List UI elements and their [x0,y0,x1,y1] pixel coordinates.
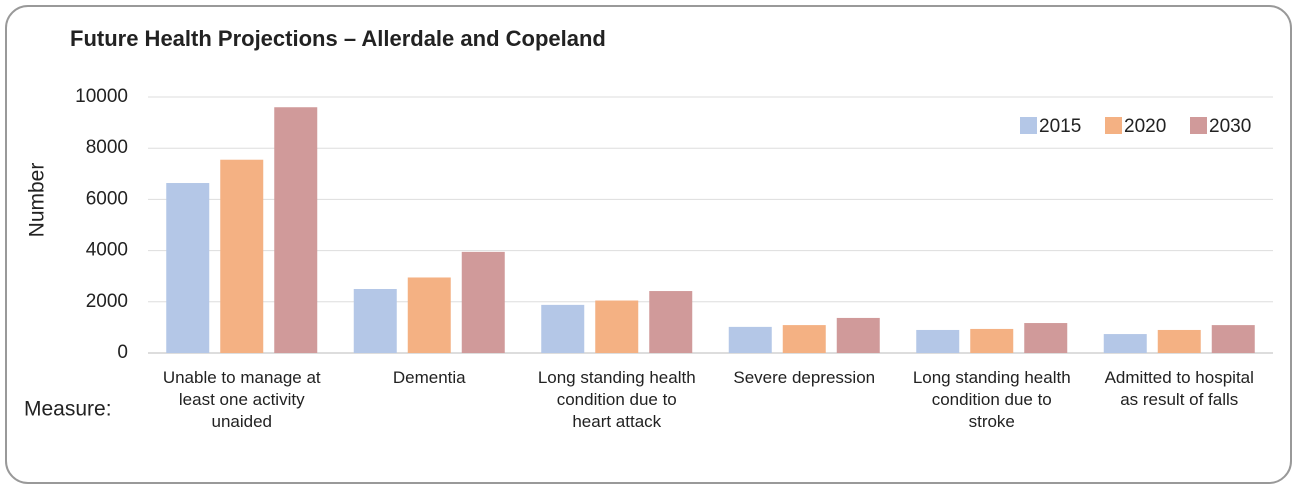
chart-title: Future Health Projections – Allerdale an… [70,26,606,51]
bar [166,183,210,353]
y-tick-label: 0 [117,342,128,363]
x-tick-label: Severe depression [733,368,876,387]
bar [1211,325,1255,353]
bar [728,326,772,353]
bar [836,317,880,353]
bar [1157,329,1201,353]
bar [916,329,960,353]
bar [649,291,693,353]
y-tick-label: 8000 [86,137,128,158]
bar [274,107,318,354]
chart-border [5,5,1292,484]
legend-swatch [1190,117,1207,134]
bar [782,325,826,353]
bar [595,300,639,353]
y-tick-label: 2000 [86,291,128,312]
x-tick-label: Dementia [392,368,466,387]
bar [1103,334,1147,353]
x-axis-label: Measure: [24,398,112,421]
x-tick-label: Long standing health condition due to he… [537,368,696,431]
bar [353,289,397,353]
legend-label: 2015 [1039,116,1081,137]
x-tick-label: Unable to manage at least one activity u… [162,368,321,431]
legend-swatch [1105,117,1122,134]
x-tick-label: Admitted to hospital as result of falls [1104,368,1254,409]
bar [970,328,1014,353]
y-tick-label: 6000 [86,188,128,209]
y-tick-label: 10000 [75,86,128,107]
legend-label: 2020 [1124,116,1166,137]
bar [407,277,451,353]
legend-label: 2030 [1209,116,1251,137]
legend-swatch [1020,117,1037,134]
bar [220,159,264,353]
y-tick-label: 4000 [86,240,128,261]
bar [461,251,505,353]
x-tick-label: Long standing health condition due to st… [912,368,1071,431]
y-axis-label: Number [26,163,49,238]
bar [541,304,585,353]
bar [1024,323,1068,353]
